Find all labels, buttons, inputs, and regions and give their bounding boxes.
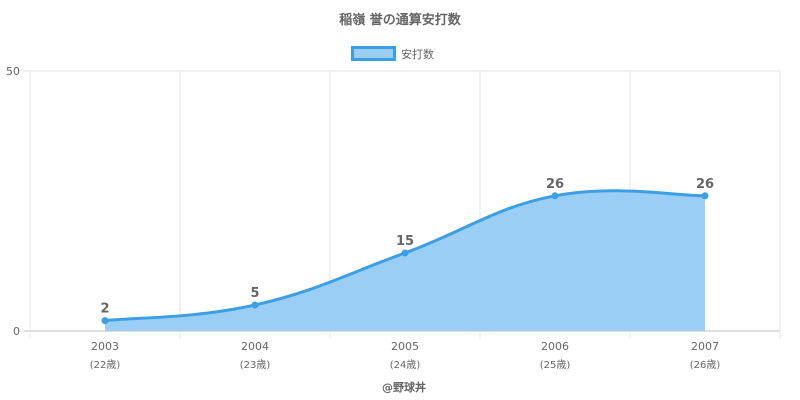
legend[interactable]: 安打数	[351, 46, 435, 61]
x-tick-age-label: (22歳)	[90, 359, 121, 371]
x-tick-label: 2006	[541, 340, 569, 353]
data-label: 26	[696, 177, 714, 192]
x-tick-label: 2004	[241, 340, 269, 353]
data-label: 15	[396, 234, 414, 249]
data-point	[101, 317, 109, 325]
legend-label: 安打数	[401, 47, 434, 61]
data-point	[401, 249, 409, 257]
data-label: 2	[100, 302, 109, 317]
data-point	[551, 192, 559, 200]
y-axis-ticks: 0 50	[6, 65, 20, 338]
x-axis-ticks: 2003 (22歳) 2004 (23歳) 2005 (24歳) 2006 (25歳) 2007…	[90, 340, 721, 371]
x-tick-age-label: (24歳)	[390, 359, 421, 371]
data-label: 5	[250, 286, 259, 301]
x-tick-label: 2007	[691, 340, 719, 353]
x-tick-age-label: (26歳)	[690, 359, 721, 371]
plot-area: 2 5 15 26 26	[100, 177, 714, 331]
x-tick-label: 2005	[391, 340, 419, 353]
y-tick-label: 0	[13, 325, 20, 338]
x-tick-age-label: (25歳)	[540, 359, 571, 371]
data-label: 26	[546, 177, 564, 192]
chart-title: 稲嶺 誉の通算安打数	[339, 12, 462, 28]
data-point	[251, 301, 259, 309]
x-tick-age-label: (23歳)	[240, 359, 271, 371]
data-point	[701, 192, 709, 200]
x-tick-label: 2003	[91, 340, 119, 353]
series-area	[105, 190, 705, 331]
credit-label: @野球丼	[382, 380, 426, 394]
y-tick-label: 50	[6, 65, 20, 78]
legend-swatch	[351, 46, 396, 61]
